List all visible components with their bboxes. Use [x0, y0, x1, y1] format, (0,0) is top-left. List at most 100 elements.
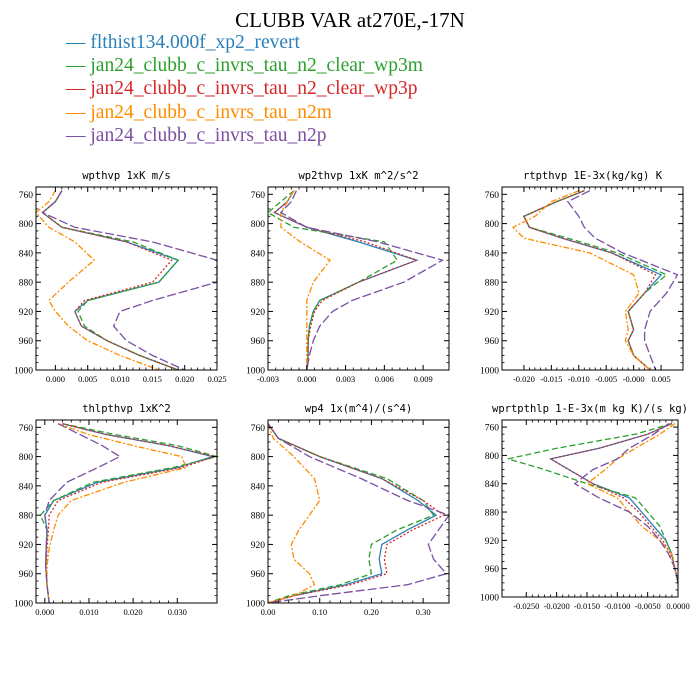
xtick-label-2-4: -0.000: [623, 374, 645, 384]
panel-title-1: wp2thvp 1xK m^2/s^2: [298, 170, 418, 182]
panel-title-0: wpthvp 1xK m/s: [82, 170, 171, 182]
xtick-label-4-3: 0.30: [416, 607, 431, 617]
legend-item-0: — flthist134.000f_xp2_revert: [66, 31, 423, 54]
xtick-label-0-2: 0.010: [110, 374, 129, 384]
panel-title-4: wp4 1x(m^4)/(s^4): [305, 403, 412, 415]
legend-swatch: —: [66, 101, 91, 123]
ytick-label-5-4: 920: [485, 537, 500, 547]
xtick-label-0-4: 0.020: [175, 374, 194, 384]
ytick-label-3-1: 800: [19, 453, 34, 463]
ytick-label-4-1: 800: [251, 453, 266, 463]
xtick-label-0-1: 0.005: [78, 374, 97, 384]
ytick-label-0-2: 840: [19, 249, 34, 259]
ytick-label-1-3: 880: [251, 279, 266, 289]
legend-label: jan24_clubb_c_invrs_tau_n2_clear_wp3p: [90, 78, 418, 100]
legend-swatch: —: [66, 32, 91, 53]
legend-item-2: — jan24_clubb_c_invrs_tau_n2_clear_wp3p: [66, 77, 423, 100]
ytick-label-1-5: 960: [251, 337, 266, 347]
ytick-label-0-6: 1000: [14, 367, 33, 377]
ytick-label-5-5: 960: [485, 565, 500, 575]
xtick-label-2-5: 0.005: [651, 374, 670, 384]
ytick-label-2-2: 840: [485, 249, 500, 259]
series-line-5-4: [573, 422, 679, 583]
panel-title-3: thlpthvp 1xK^2: [82, 403, 171, 415]
xtick-label-2-2: -0.010: [568, 374, 590, 384]
series-line-1-0: [273, 190, 419, 371]
ytick-label-4-4: 920: [251, 541, 266, 551]
series-line-4-1: [267, 423, 435, 604]
legend-swatch: —: [66, 124, 91, 146]
series-line-5-2: [548, 422, 679, 583]
xtick-label-3-0: 0.000: [35, 607, 54, 617]
series-line-1-2: [273, 190, 419, 371]
ytick-label-3-2: 840: [19, 482, 34, 492]
xtick-label-5-2: -0.0150: [574, 601, 600, 611]
legend-item-4: — jan24_clubb_c_invrs_tau_n2p: [66, 124, 423, 147]
panel-title-5: wprtpthlp 1-E-3x(m kg K)/(s kg): [492, 403, 688, 415]
xtick-label-4-0: 0.00: [261, 607, 276, 617]
series-line-0-4: [41, 190, 218, 371]
xtick-label-3-3: 0.030: [168, 607, 187, 617]
xtick-label-2-3: -0.005: [595, 374, 617, 384]
series-line-1-3: [280, 190, 332, 370]
ytick-label-2-6: 1000: [480, 367, 499, 377]
ytick-label-2-4: 920: [485, 308, 500, 318]
series-line-5-3: [585, 422, 679, 583]
series-line-0-1: [41, 190, 180, 371]
ytick-label-2-1: 800: [485, 220, 500, 230]
series-line-5-0: [548, 422, 679, 583]
series-line-2-4: [566, 190, 679, 371]
legend-item-3: — jan24_clubb_c_invrs_tau_n2m: [66, 101, 423, 124]
ytick-label-1-6: 1000: [246, 367, 265, 377]
legend-item-1: — jan24_clubb_c_invrs_tau_n2_clear_wp3m: [66, 54, 423, 77]
ytick-label-3-6: 1000: [14, 600, 33, 610]
xtick-label-3-1: 0.010: [79, 607, 98, 617]
plot-frame-5: [501, 419, 679, 598]
legend-label: jan24_clubb_c_invrs_tau_n2m: [90, 101, 332, 123]
ytick-label-5-0: 760: [485, 424, 500, 434]
ytick-label-3-3: 880: [19, 512, 34, 522]
xtick-label-3-2: 0.020: [124, 607, 143, 617]
panel-title-2: rtpthvp 1E-3x(kg/kg) K: [523, 170, 663, 182]
ytick-label-3-0: 760: [19, 424, 34, 434]
legend-label: flthist134.000f_xp2_revert: [90, 32, 300, 53]
ytick-label-5-3: 880: [485, 509, 500, 519]
plot-frame-4: [267, 419, 450, 604]
ytick-label-4-5: 960: [251, 570, 266, 580]
series-line-0-0: [41, 190, 180, 371]
series-line-2-1: [523, 190, 668, 371]
legend-swatch: —: [66, 55, 91, 77]
xtick-label-5-1: -0.0200: [544, 601, 570, 611]
ytick-label-5-6: 1000: [480, 594, 499, 604]
ytick-label-0-5: 960: [19, 337, 34, 347]
ytick-label-2-5: 960: [485, 337, 500, 347]
ytick-label-0-1: 800: [19, 220, 34, 230]
plot-frame-1: [267, 186, 450, 371]
series-line-0-2: [41, 190, 179, 371]
ytick-label-0-3: 880: [19, 279, 34, 289]
series-line-5-1: [507, 422, 679, 583]
ytick-label-3-4: 920: [19, 541, 34, 551]
series-line-4-2: [267, 423, 446, 604]
xtick-label-0-0: 0.000: [46, 374, 65, 384]
series-line-1-4: [279, 190, 445, 371]
xtick-label-0-5: 0.025: [207, 374, 226, 384]
xtick-label-1-1: 0.000: [297, 374, 316, 384]
ytick-label-0-4: 920: [19, 308, 34, 318]
legend: — flthist134.000f_xp2_revert — jan24_clu…: [66, 31, 423, 147]
ytick-label-4-0: 760: [251, 424, 266, 434]
xtick-label-1-4: 0.009: [414, 374, 433, 384]
series-line-2-0: [523, 190, 663, 371]
ytick-label-5-1: 800: [485, 452, 500, 462]
ytick-label-4-6: 1000: [246, 600, 265, 610]
xtick-label-1-3: 0.006: [375, 374, 394, 384]
series-line-2-2: [523, 190, 657, 371]
plot-frame-0: [35, 186, 218, 371]
series-line-4-0: [267, 423, 438, 604]
series-line-1-1: [266, 190, 399, 371]
ytick-label-4-3: 880: [251, 512, 266, 522]
xtick-label-5-5: 0.0000: [666, 601, 689, 611]
plot-frame-2: [501, 186, 684, 371]
series-line-3-2: [45, 423, 218, 604]
